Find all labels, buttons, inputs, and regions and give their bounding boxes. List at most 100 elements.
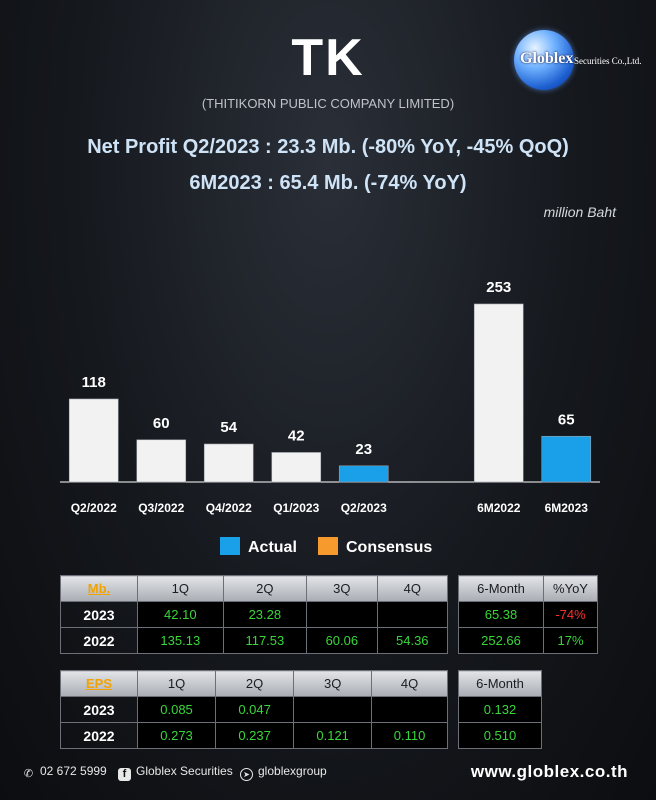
bar	[338, 465, 389, 483]
table-cell: 0.047	[215, 696, 295, 723]
table-cell: 0.132	[458, 696, 542, 723]
table-cell: 23.28	[222, 601, 308, 628]
table-cell: 0.085	[136, 696, 217, 723]
bar	[203, 443, 254, 483]
table-cell: 54.36	[376, 627, 449, 654]
table-cell: 117.53	[222, 627, 308, 654]
table-header: 1Q	[136, 670, 217, 697]
table-row: 0.510	[458, 722, 542, 749]
table-cell: 17%	[543, 627, 598, 654]
company-name: (THITIKORN PUBLIC COMPANY LIMITED)	[201, 96, 455, 111]
table-header: 1Q	[137, 575, 224, 602]
mb-quarter-table: Mb. 1Q 2Q 3Q 4Q 2023 42.10 23.28 2022 13…	[60, 575, 449, 654]
table-row: 65.38 -74%	[458, 601, 598, 628]
footer-phone[interactable]: ✆ 02 672 5999	[22, 764, 107, 781]
table-cell: 0.110	[371, 722, 448, 749]
table-row: 2022 135.13 117.53 60.06 54.36	[60, 627, 449, 654]
row-year-label: 2022	[60, 627, 138, 654]
table-row: 0.132	[458, 696, 542, 723]
footer-telegram[interactable]: ➤ globlexgroup	[240, 764, 327, 781]
net-profit-bar-chart: 118 Q2/2022 60 Q3/2022 54 Q4/2022 42 Q1/2023 23 Q…	[60, 279, 600, 515]
table-cell: -74%	[543, 601, 598, 628]
bar	[541, 435, 592, 483]
table-cell: 252.66	[458, 627, 544, 654]
bar-value-label: 23	[355, 441, 372, 458]
legend-actual-swatch	[220, 537, 240, 555]
table-header-row: 6-Month %YoY	[458, 575, 598, 602]
mb-six-month-table: 6-Month %YoY 65.38 -74% 252.66 17%	[458, 575, 598, 654]
table-header-row: EPS 1Q 2Q 3Q 4Q	[60, 670, 448, 697]
bar-value-label: 54	[220, 419, 237, 436]
bar-value-label: 65	[558, 411, 575, 428]
table-row: 2023 42.10 23.28	[60, 601, 449, 628]
table-cell	[371, 696, 448, 723]
table-cell: 65.38	[458, 601, 544, 628]
website-link[interactable]: www.globlex.co.th	[470, 762, 628, 781]
table-cell: 135.13	[137, 627, 224, 654]
table-header: %YoY	[543, 575, 598, 602]
table-cell	[306, 601, 378, 628]
x-tick-label: Q1/2023	[273, 501, 319, 515]
table-header: 4Q	[376, 575, 449, 602]
unit-label: million Baht	[543, 204, 616, 220]
globlex-logo: Globlex Securities Co.,Ltd.	[514, 30, 642, 90]
legend-actual: Actual	[220, 537, 297, 557]
table-row: 2022 0.273 0.237 0.121 0.110	[60, 722, 448, 749]
x-tick-label: 6M2023	[545, 501, 589, 515]
bar-value-label: 253	[486, 279, 511, 296]
table-header: 6-Month	[458, 670, 542, 697]
logo-subtext: Securities Co.,Ltd.	[574, 56, 642, 66]
table-header: 3Q	[293, 670, 373, 697]
telegram-icon: ➤	[240, 768, 253, 781]
row-year-label: 2023	[60, 696, 138, 723]
logo-text: Globlex	[520, 50, 574, 67]
table-cell	[376, 601, 449, 628]
table-header: 3Q	[306, 575, 378, 602]
table-row: 2023 0.085 0.047	[60, 696, 448, 723]
facebook-name: Globlex Securities	[136, 764, 233, 778]
logo-globe-icon	[514, 30, 574, 90]
table-row: 252.66 17%	[458, 627, 598, 654]
x-tick-label: Q3/2022	[138, 501, 184, 515]
headline-six-month: 6M2023 : 65.4 Mb. (-74% YoY)	[189, 172, 467, 194]
table-cell	[293, 696, 373, 723]
facebook-icon: f	[118, 768, 131, 781]
headline-quarter: Net Profit Q2/2023 : 23.3 Mb. (-80% YoY,…	[87, 136, 569, 158]
table-cell: 60.06	[306, 627, 378, 654]
bar	[271, 452, 322, 483]
x-tick-label: Q4/2022	[206, 501, 252, 515]
telegram-name: globlexgroup	[258, 764, 327, 778]
row-year-label: 2023	[60, 601, 138, 628]
legend-consensus-swatch	[318, 537, 338, 555]
table-header: 2Q	[222, 575, 308, 602]
bar	[68, 398, 119, 483]
table-cell: 0.510	[458, 722, 542, 749]
bar	[136, 439, 187, 483]
phone-number: 02 672 5999	[40, 764, 107, 778]
row-year-label: 2022	[60, 722, 138, 749]
footer-facebook[interactable]: f Globlex Securities	[118, 764, 233, 781]
table-header-row: 6-Month	[458, 670, 542, 697]
table-header-row: Mb. 1Q 2Q 3Q 4Q	[60, 575, 449, 602]
table-cell: 0.273	[136, 722, 217, 749]
bar	[473, 303, 524, 483]
eps-quarter-table: EPS 1Q 2Q 3Q 4Q 2023 0.085 0.047 2022 0.…	[60, 670, 448, 749]
table-cell: 42.10	[137, 601, 224, 628]
legend-actual-label: Actual	[248, 539, 297, 556]
x-tick-label: Q2/2023	[341, 501, 387, 515]
table-header: 4Q	[371, 670, 448, 697]
x-tick-label: 6M2022	[477, 501, 521, 515]
table-corner-label: Mb.	[60, 575, 138, 602]
table-cell: 0.237	[215, 722, 295, 749]
table-header: 2Q	[215, 670, 295, 697]
bar-value-label: 60	[153, 415, 170, 432]
table-cell: 0.121	[293, 722, 373, 749]
legend-consensus-label: Consensus	[346, 539, 433, 556]
table-corner-label: EPS	[60, 670, 138, 697]
ticker-title: TK	[291, 29, 365, 87]
x-tick-label: Q2/2022	[71, 501, 117, 515]
legend-consensus: Consensus	[318, 537, 432, 557]
eps-six-month-table: 6-Month 0.132 0.510	[458, 670, 542, 749]
phone-icon: ✆	[23, 768, 34, 780]
bar-value-label: 42	[288, 427, 305, 444]
